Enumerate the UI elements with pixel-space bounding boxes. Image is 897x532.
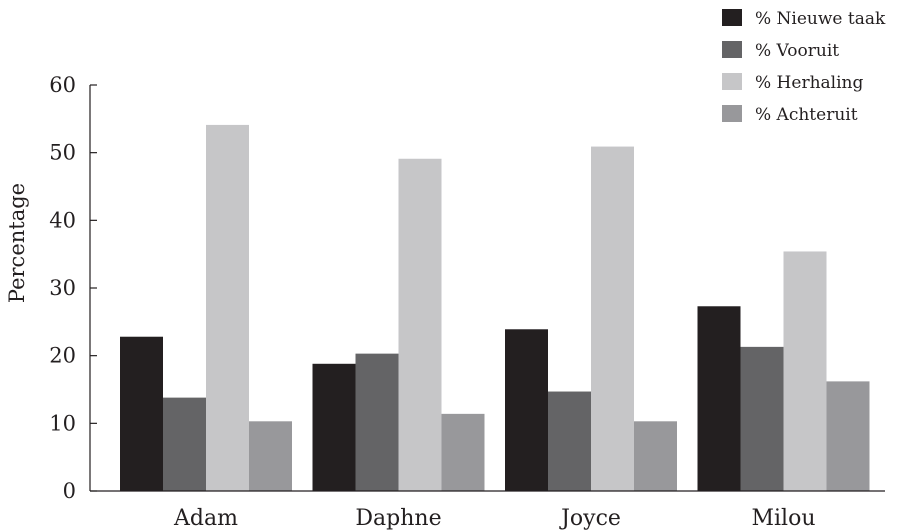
bar-adam-series-2	[163, 397, 206, 491]
legend: % Nieuwe taak % Vooruit % Herhaling % Achte…	[722, 9, 886, 125]
legend-label: % Nieuwe taak	[755, 9, 886, 29]
x-category-label: Milou	[751, 506, 815, 531]
legend-label: % Vooruit	[755, 41, 839, 61]
x-axis: Adam Daphne Joyce Milou	[90, 490, 885, 531]
bar-daphne-series-2	[355, 353, 399, 491]
y-tick-label: 30	[49, 276, 76, 300]
y-tick-label: 60	[49, 73, 76, 97]
bar-daphne-series-4	[441, 413, 485, 491]
legend-swatch	[722, 9, 742, 26]
legend-label: % Achteruit	[755, 105, 858, 125]
bar-adam-series-4	[249, 421, 292, 491]
bars	[120, 124, 870, 492]
legend-swatch	[722, 105, 742, 122]
bar-milou-series-3	[783, 251, 827, 491]
y-tick-label: 20	[49, 344, 76, 368]
bar-joyce-series-1	[505, 329, 548, 491]
bar-milou-series-4	[826, 381, 870, 491]
x-category-label: Joyce	[559, 506, 621, 531]
bar-milou-series-1	[697, 306, 741, 491]
bar-daphne-series-3	[398, 158, 442, 492]
legend-label: % Herhaling	[755, 73, 863, 93]
y-axis-title: Percentage	[5, 183, 29, 303]
y-tick-label: 10	[49, 411, 76, 435]
bar-joyce-series-4	[634, 421, 677, 491]
y-tick-label: 50	[49, 141, 76, 165]
y-tick-label: 40	[49, 208, 76, 232]
legend-swatch	[722, 41, 742, 58]
bar-milou-series-2	[740, 346, 784, 491]
y-tick-label: 0	[63, 479, 76, 503]
bar-adam-series-3	[206, 124, 249, 491]
bar-joyce-series-3	[591, 146, 634, 491]
bar-joyce-series-2	[548, 391, 591, 491]
x-category-label: Adam	[173, 506, 238, 531]
legend-swatch	[722, 73, 742, 90]
bar-daphne-series-1	[312, 363, 356, 491]
y-axis: 0 10 20 30 40 50 60	[49, 73, 97, 503]
bar-adam-series-1	[120, 336, 163, 491]
x-category-label: Daphne	[355, 506, 441, 531]
